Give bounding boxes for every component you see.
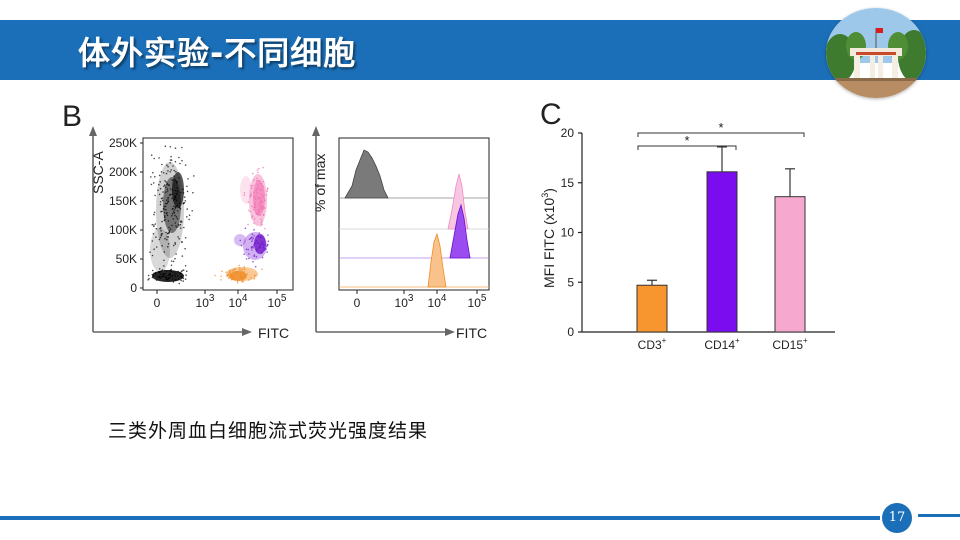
scatter-y-axis-label: SSC-A: [90, 151, 106, 194]
histogram-x-axis-arrow: [445, 328, 455, 336]
histogram-y-axis-arrow: [312, 126, 320, 136]
significance-bracket: [637, 132, 805, 137]
histogram-x-axis-label: FITC: [456, 325, 487, 341]
histogram-track-gray: [344, 149, 389, 199]
histogram-y-axis-label: % of max: [312, 154, 328, 212]
x-tick-label: 0: [154, 296, 161, 310]
histogram-plot: % of max FITC 0 103 104 105: [312, 126, 490, 341]
scatter-y-tick-label: 100K: [109, 223, 137, 237]
panel-c-label: C: [540, 98, 562, 131]
scatter-y-axis-arrow: [89, 126, 97, 136]
bar-y-tick-label: 20: [561, 126, 575, 140]
footer-line: [0, 516, 880, 520]
x-tick-label: 105: [268, 293, 287, 310]
scatter-plot: SSC-A FITC 0 50K 100K 150K 200K 250K 0 103 104 1…: [89, 126, 294, 341]
scatter-y-tick-label: 50K: [116, 252, 137, 266]
panel-b-label: B: [62, 100, 82, 133]
bar-y-tick-label: 5: [567, 275, 574, 289]
scatter-frame: [142, 137, 294, 291]
histogram-track-orange: [427, 232, 447, 288]
bar-cd15: [774, 196, 806, 333]
bar-cd14: [706, 171, 738, 333]
x-tick-label: 103: [395, 293, 414, 310]
scatter-x-axis-label: FITC: [258, 325, 289, 341]
title-bar: [0, 20, 960, 80]
x-tick-label: 103: [196, 293, 215, 310]
scatter-y-tick-label: 200K: [109, 165, 137, 179]
significance-mark: *: [718, 120, 723, 135]
significance-mark: *: [684, 133, 689, 148]
bar-category-label: CD3+: [638, 336, 667, 352]
bar-category-label: CD15+: [772, 336, 808, 352]
x-tick-label: 0: [354, 296, 361, 310]
page-number: 17: [882, 503, 912, 533]
bar-y-tick-label: 15: [561, 176, 575, 190]
significance-bracket: [637, 145, 737, 150]
x-tick-label: 105: [468, 293, 487, 310]
scatter-y-tick-label: 250K: [109, 136, 137, 150]
histogram-track-purple: [449, 203, 471, 259]
figure-caption: 三类外周血白细胞流式荧光强度结果: [108, 420, 429, 442]
bar-cd3: [636, 284, 668, 333]
slide-title: 体外实验-不同细胞: [78, 34, 357, 72]
bar-y-axis-label: MFI FITC (x103): [540, 188, 557, 288]
x-tick-label: 104: [229, 293, 248, 310]
x-tick-label: 104: [428, 293, 447, 310]
bar-y-tick-label: 10: [561, 226, 575, 240]
scatter-x-axis-arrow: [242, 328, 252, 336]
scatter-y-tick-label: 150K: [109, 194, 137, 208]
scatter-y-tick-label: 0: [130, 281, 137, 295]
bar-y-tick-label: 0: [567, 325, 574, 339]
bar-category-label: CD14+: [704, 336, 740, 352]
bar-chart: MFI FITC (x103) 0 5 10 15 20 CD3+ CD14+ CD15+ * *: [540, 120, 835, 352]
footer-line-right: [918, 514, 960, 517]
